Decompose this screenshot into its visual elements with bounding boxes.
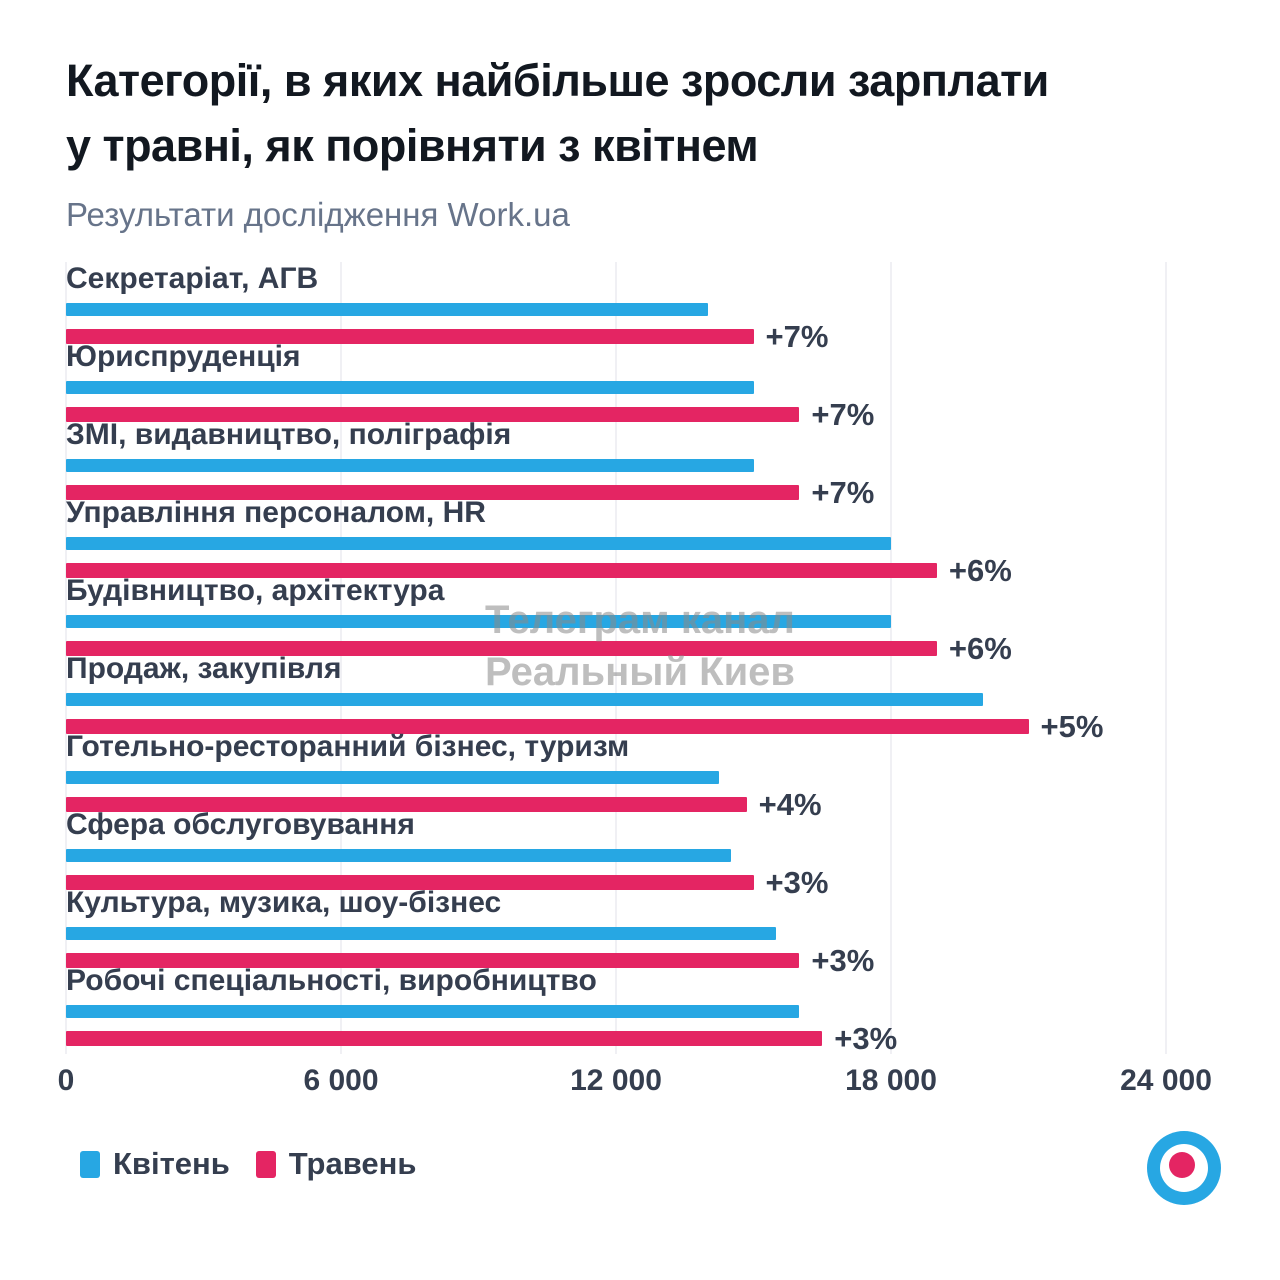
percent-label: +7% [765,319,829,354]
gridline [340,262,342,1054]
percent-label: +3% [834,1021,898,1056]
category-row: Продаж, закупівля +5% [66,652,1166,742]
april-bar [66,303,708,316]
percent-label: +7% [811,475,875,510]
chart-legend: Квітень Травень [80,1146,416,1182]
may-bar-line: +7% [66,399,1166,430]
category-row: Юриспруденція +7% [66,340,1166,430]
april-bar [66,771,720,784]
gridline [615,262,617,1054]
chart-title-line1: Категорії, в яких найбільше зросли зарпл… [66,55,1049,106]
april-bar [66,927,777,940]
gridline-layer [65,262,1167,1054]
bar-chart: Секретаріат, АГВ +7% Юриспруденція +7% З… [58,262,1212,1112]
category-row: Культура, музика, шоу-бізнес +3% [66,886,1166,976]
category-row: Будівництво, архітектура +6% [66,574,1166,664]
x-axis: 0 6 000 12 000 18 000 24 000 [58,1064,1212,1106]
may-bar [66,407,800,422]
category-row: Управління персоналом, HR +6% [66,496,1166,586]
may-bar [66,797,747,812]
category-label: Будівництво, архітектура [66,574,445,607]
x-tick-label: 18 000 [845,1064,937,1097]
may-bar [66,719,1029,734]
category-label: Готельно-ресторанний бізнес, туризм [66,730,630,763]
percent-label: +5% [1040,709,1104,744]
category-row: Робочі спеціальності, виробництво +3% [66,964,1166,1054]
may-bar-line: +7% [66,321,1166,352]
april-bar [66,537,891,550]
may-bar-line: +6% [66,555,1166,586]
work-ua-target-icon [1147,1131,1221,1205]
may-bar-line: +4% [66,789,1166,820]
logo-center-dot [1169,1152,1195,1178]
gridline [65,262,67,1054]
may-bar [66,563,937,578]
legend-swatch [255,1150,276,1178]
legend-swatch [80,1150,100,1178]
category-label: Юриспруденція [66,340,301,373]
x-tick-label: 0 [57,1064,75,1097]
may-bar-line: +6% [66,633,1166,664]
chart-title-line2: у травні, як порівняти з квітнем [66,120,759,171]
may-bar [66,485,800,500]
logo-inner-ring [1160,1144,1208,1192]
category-label: Продаж, закупівля [66,652,342,685]
percent-label: +6% [948,631,1012,666]
april-bar [66,615,891,628]
category-label: Робочі спеціальності, виробництво [66,964,597,997]
legend-item: Травень [255,1146,417,1182]
x-tick-label: 12 000 [570,1064,662,1097]
may-bar [66,641,937,656]
gridline [890,262,892,1054]
bar-rows: Секретаріат, АГВ +7% Юриспруденція +7% З… [66,262,1166,1054]
chart-header: Категорії, в яких найбільше зросли зарпл… [66,48,1216,234]
category-row: Секретаріат, АГВ +7% [66,262,1166,352]
gridline [1165,262,1167,1054]
may-bar-line: +7% [66,477,1166,508]
april-bar [66,693,983,706]
april-bar [66,1005,800,1018]
percent-label: +6% [948,553,1012,588]
category-label: Управління персоналом, HR [66,496,486,529]
april-bar [66,381,754,394]
may-bar [66,1031,823,1046]
percent-label: +3% [765,865,829,900]
may-bar-line: +3% [66,867,1166,898]
category-label: Культура, музика, шоу-бізнес [66,886,502,919]
percent-label: +4% [758,787,822,822]
may-bar-line: +5% [66,711,1166,742]
category-row: ЗМІ, видавництво, поліграфія +7% [66,418,1166,508]
category-row: Готельно-ресторанний бізнес, туризм +4% [66,730,1166,820]
category-row: Сфера обслуговування +3% [66,808,1166,898]
chart-subtitle: Результати дослідження Work.ua [66,196,570,233]
percent-label: +3% [811,943,875,978]
category-label: ЗМІ, видавництво, поліграфія [66,418,512,451]
category-label: Сфера обслуговування [66,808,415,841]
category-label: Секретаріат, АГВ [66,262,319,295]
legend-label: Травень [288,1146,417,1181]
legend-label: Квітень [113,1146,230,1181]
may-bar [66,953,800,968]
may-bar [66,875,754,890]
legend-item: Квітень [80,1146,230,1182]
x-tick-label: 24 000 [1120,1064,1212,1097]
may-bar-line: +3% [66,945,1166,976]
may-bar-line: +3% [66,1023,1166,1054]
april-bar [66,459,754,472]
x-tick-label: 6 000 [303,1064,379,1097]
april-bar [66,849,731,862]
percent-label: +7% [811,397,875,432]
may-bar [66,329,754,344]
